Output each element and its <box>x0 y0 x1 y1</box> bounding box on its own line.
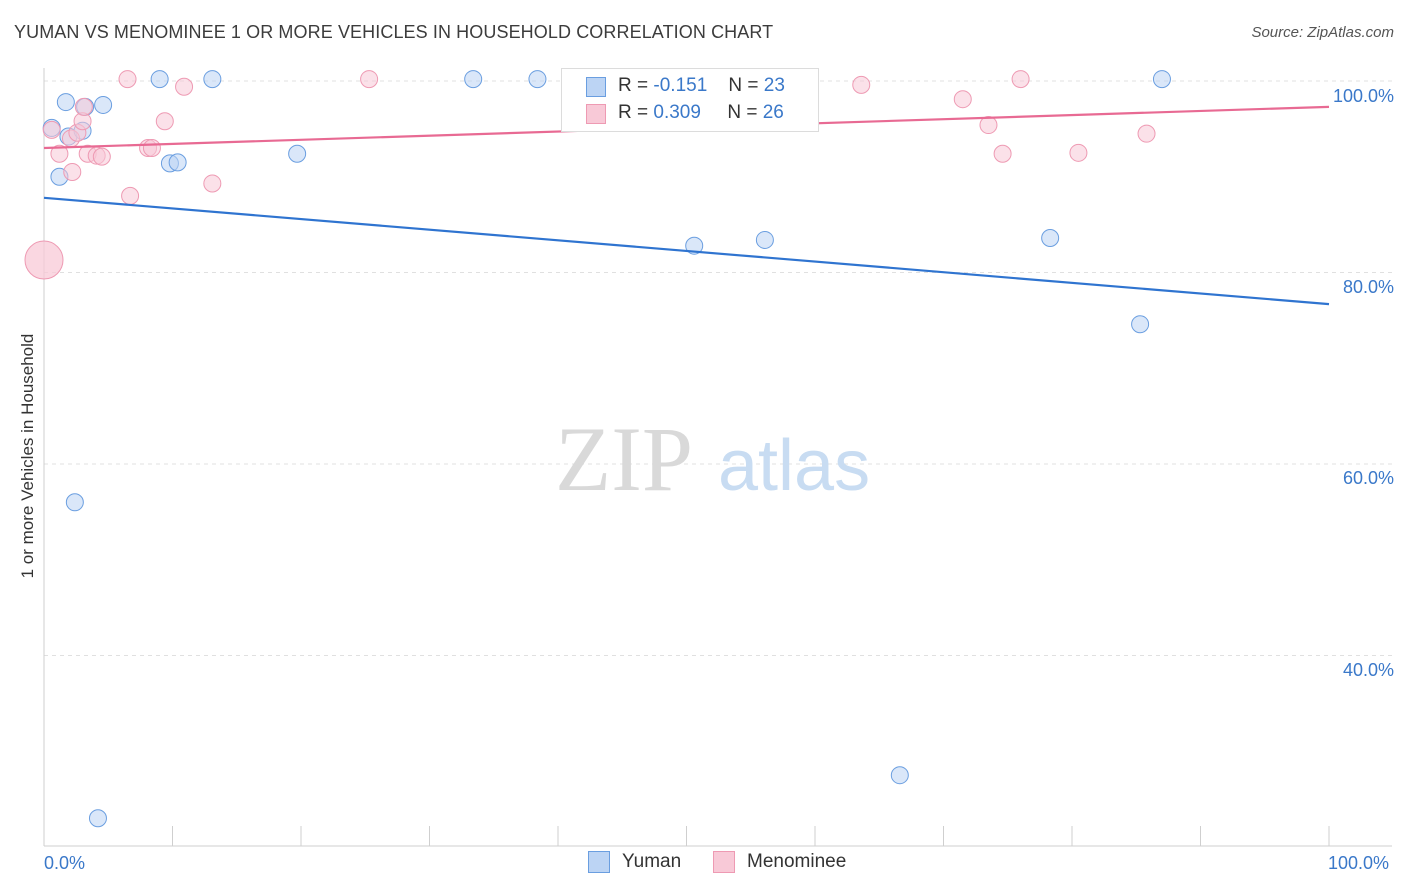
yuman-n-value: 23 <box>763 75 785 96</box>
n-label: N = <box>728 75 759 96</box>
menominee-swatch <box>586 104 606 124</box>
r-label: R = <box>618 75 649 96</box>
yuman-point <box>1131 315 1150 334</box>
watermark-zip: ZIP <box>555 408 693 510</box>
menominee-point <box>118 70 137 89</box>
yuman-r-value: -0.151 <box>653 75 708 96</box>
yuman-point <box>685 236 704 255</box>
yuman-point <box>1041 229 1060 248</box>
menominee-point <box>121 186 140 205</box>
yuman-point <box>56 93 75 112</box>
menominee-point <box>1137 124 1156 143</box>
legend-item-menominee[interactable]: Menominee <box>713 851 846 873</box>
y-tick-label: 80.0% <box>1342 277 1394 297</box>
yuman-point <box>168 153 187 172</box>
grid-lines <box>44 80 1392 656</box>
menominee-point <box>953 90 972 109</box>
yuman-swatch <box>586 77 606 97</box>
source-label: Source: ZipAtlas.com <box>1251 24 1394 41</box>
y-tick-label: 40.0% <box>1342 660 1394 680</box>
x-tick-label-max: 100.0% <box>1328 853 1390 873</box>
yuman-point <box>88 809 107 828</box>
y-axis-label: 1 or more Vehicles in Household <box>18 333 37 579</box>
menominee-point <box>42 120 61 139</box>
chart-title: YUMAN VS MENOMINEE 1 OR MORE VEHICLES IN… <box>14 22 774 42</box>
yuman-point <box>150 70 169 89</box>
menominee-n-value: 26 <box>762 102 784 123</box>
menominee-point <box>1069 143 1088 162</box>
watermark-atlas: atlas <box>718 426 870 506</box>
trend-lines <box>43 105 1330 306</box>
menominee-point <box>142 139 161 158</box>
menominee-points <box>24 70 1156 280</box>
yuman-point <box>65 493 84 512</box>
x-tick-label-min: 0.0% <box>44 853 86 873</box>
yuman-point <box>755 230 774 249</box>
menominee-point <box>203 174 222 193</box>
yuman-legend-swatch <box>588 851 610 873</box>
menominee-point <box>63 162 82 181</box>
menominee-point <box>979 116 998 135</box>
legend-item-yuman[interactable]: Yuman <box>588 851 681 873</box>
yuman-point <box>288 144 307 163</box>
yuman-point <box>94 95 113 114</box>
menominee-point <box>50 144 69 163</box>
yuman-trend-line <box>43 196 1330 306</box>
n-label: N = <box>727 102 758 123</box>
menominee-point <box>852 75 871 94</box>
menominee-point <box>92 147 111 166</box>
yuman-legend-label: Yuman <box>622 851 682 872</box>
yuman-point <box>528 70 547 89</box>
menominee-r-value: 0.309 <box>653 102 701 123</box>
menominee-point <box>175 77 194 96</box>
axes <box>43 68 1392 847</box>
menominee-point <box>74 97 93 116</box>
menominee-legend-swatch <box>713 851 735 873</box>
yuman-point <box>890 766 909 785</box>
menominee-point <box>1011 70 1030 89</box>
yuman-point <box>1152 70 1171 89</box>
yuman-points <box>42 70 1171 828</box>
menominee-legend-label: Menominee <box>747 851 847 872</box>
y-tick-label: 100.0% <box>1332 86 1394 106</box>
r-label: R = <box>618 102 649 123</box>
stats-legend: R = -0.151 N = 23 R = 0.309 N = 26 <box>561 68 819 132</box>
menominee-point <box>993 144 1012 163</box>
menominee-point <box>155 112 174 131</box>
menominee-point <box>360 70 379 89</box>
y-tick-label: 60.0% <box>1342 468 1394 488</box>
watermark: ZIP atlas <box>555 408 870 510</box>
yuman-point <box>203 70 222 89</box>
yuman-point <box>464 70 483 89</box>
menominee-point <box>24 240 64 280</box>
